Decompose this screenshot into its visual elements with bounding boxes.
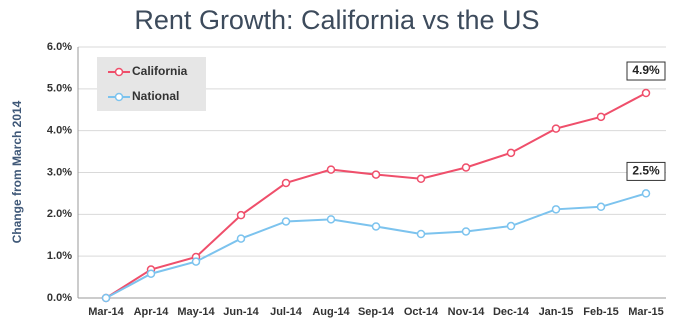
data-point <box>236 234 246 243</box>
y-tick-label: 4.0% <box>47 125 72 137</box>
data-point <box>596 112 606 122</box>
data-point <box>461 163 471 172</box>
x-tick-label: Aug-14 <box>312 306 350 318</box>
x-tick-label: Dec-14 <box>493 306 530 318</box>
legend-label: California <box>132 64 188 78</box>
x-tick-label: Jul-14 <box>270 306 303 318</box>
data-label-text: 4.9% <box>632 63 660 77</box>
legend-box <box>97 57 206 111</box>
y-tick-label: 1.0% <box>47 250 72 262</box>
data-point <box>371 170 381 179</box>
data-label: 2.5% <box>626 161 666 181</box>
legend: California National <box>97 57 206 111</box>
legend-label: National <box>132 89 179 103</box>
data-point <box>506 221 516 231</box>
y-tick-label: 2.0% <box>47 208 72 220</box>
data-point <box>281 217 291 226</box>
y-tick-label: 0.0% <box>47 292 72 304</box>
x-tick-label: Mar-14 <box>88 306 124 318</box>
data-point <box>506 148 516 158</box>
x-tick-label: Nov-14 <box>448 306 486 318</box>
y-tick-label: 3.0% <box>47 166 72 178</box>
x-tick-label: Sep-14 <box>358 306 395 318</box>
data-point <box>551 124 561 133</box>
x-tick-label: Jun-14 <box>223 306 259 318</box>
chart-title: Rent Growth: California vs the US <box>134 5 539 35</box>
data-point <box>551 205 561 214</box>
x-tick-label: Mar-15 <box>628 306 663 318</box>
x-tick-label: Oct-14 <box>404 306 439 318</box>
y-tick-label: 6.0% <box>47 41 72 53</box>
data-point <box>416 174 426 184</box>
data-point <box>236 210 246 220</box>
data-point <box>641 88 651 98</box>
data-label: 4.9% <box>626 61 666 81</box>
data-point <box>101 293 111 303</box>
data-label-box <box>626 61 666 81</box>
data-point <box>326 215 336 224</box>
data-point <box>596 202 606 212</box>
data-point <box>371 222 381 231</box>
data-label-box <box>626 161 666 181</box>
data-point <box>641 189 651 198</box>
data-point <box>416 229 426 239</box>
legend-marker <box>114 92 124 102</box>
legend-marker <box>114 67 124 77</box>
data-label-text: 2.5% <box>632 164 660 178</box>
x-tick-label: Jan-15 <box>539 306 574 318</box>
y-tick-label: 5.0% <box>47 83 72 95</box>
y-axis-label: Change from March 2014 <box>10 100 24 243</box>
data-point <box>191 257 201 266</box>
x-tick-label: Feb-15 <box>583 306 618 318</box>
data-point <box>326 165 336 174</box>
x-tick-label: May-14 <box>177 306 215 318</box>
series-line <box>105 92 647 299</box>
series-line <box>105 192 647 299</box>
data-point <box>461 227 471 236</box>
data-point <box>146 269 156 278</box>
data-point <box>281 178 291 188</box>
x-tick-label: Apr-14 <box>134 306 170 318</box>
